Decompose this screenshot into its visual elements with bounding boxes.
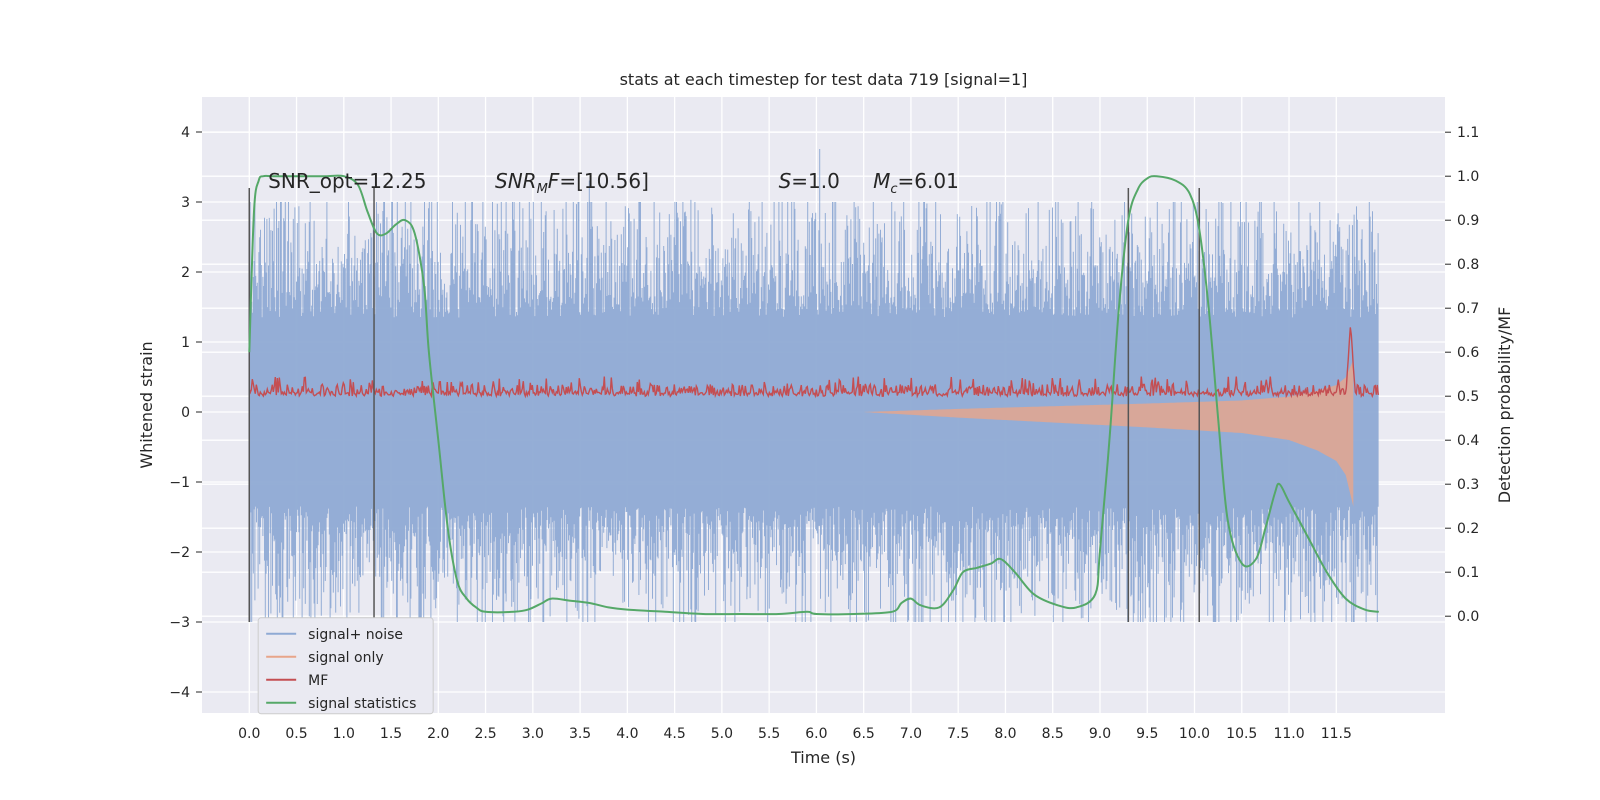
x-tick-label: 0.0	[238, 726, 260, 742]
y-tick-label: −3	[169, 615, 190, 631]
y-tick-label: −4	[169, 685, 190, 701]
x-tick-label: 4.0	[616, 726, 638, 742]
x-tick-label: 2.0	[427, 726, 449, 742]
x-tick-label: 9.5	[1136, 726, 1158, 742]
y2-tick-label: 1.1	[1457, 125, 1479, 141]
y-tick-label: 0	[181, 405, 190, 421]
x-tick-label: 3.5	[569, 726, 591, 742]
x-axis-title: Time (s)	[790, 748, 856, 767]
x-tick-label: 11.5	[1321, 726, 1352, 742]
x-tick-label: 9.0	[1089, 726, 1111, 742]
y-tick-label: −1	[169, 475, 190, 491]
annotation-s: S=1.0	[779, 169, 840, 193]
y-tick-label: 4	[181, 125, 190, 141]
annotation-snr-mf: SNRMF=[10.56]	[495, 169, 649, 197]
y2-tick-label: 0.1	[1457, 565, 1479, 581]
annotation-mc: Mc=6.01	[873, 169, 959, 197]
signal-only-trace	[863, 360, 1354, 507]
x-tick-label: 7.5	[947, 726, 969, 742]
x-tick-label: 7.0	[900, 726, 922, 742]
y2-tick-label: 0.5	[1457, 389, 1479, 405]
x-tick-label: 10.5	[1226, 726, 1257, 742]
series-signal-only	[863, 360, 1354, 507]
x-tick-label: 1.5	[380, 726, 402, 742]
annotation-snr-opt: SNR_opt=12.25	[268, 169, 426, 193]
y2-tick-label: 0.0	[1457, 609, 1479, 625]
x-tick-label: 5.5	[758, 726, 780, 742]
y2-tick-label: 1.0	[1457, 169, 1479, 185]
legend: signal+ noise signal only MF signal stat…	[257, 617, 434, 715]
x-tick-label: 8.0	[994, 726, 1016, 742]
series-mf	[248, 327, 1379, 399]
chart-title: stats at each timestep for test data 719…	[620, 70, 1028, 89]
x-tick-label: 4.5	[663, 726, 685, 742]
y2-tick-label: 0.7	[1457, 301, 1479, 317]
y-tick-label: 3	[181, 195, 190, 211]
x-tick-label: 8.5	[1042, 726, 1064, 742]
mf-trace	[248, 327, 1379, 399]
y2-tick-label: 0.9	[1457, 213, 1479, 229]
y2-tick-label: 0.4	[1457, 433, 1479, 449]
y-tick-label: −2	[169, 545, 190, 561]
legend-box	[257, 617, 434, 715]
x-tick-label: 11.0	[1273, 726, 1304, 742]
x-tick-label: 6.0	[805, 726, 827, 742]
legend-label-signal-only: signal only	[308, 650, 383, 666]
y2-tick-label: 0.3	[1457, 477, 1479, 493]
y-tick-label: 1	[181, 335, 190, 351]
y-axis-title: Whitened strain	[137, 341, 156, 468]
legend-label-mf: MF	[308, 673, 328, 689]
x-tick-label: 0.5	[285, 726, 307, 742]
y2-tick-label: 0.2	[1457, 521, 1479, 537]
x-tick-label: 3.0	[522, 726, 544, 742]
data-layer	[248, 149, 1379, 622]
x-tick-label: 6.5	[853, 726, 875, 742]
y2-tick-label: 0.6	[1457, 345, 1479, 361]
legend-label-signal-statistics: signal statistics	[308, 696, 416, 712]
x-tick-label: 2.5	[474, 726, 496, 742]
x-tick-label: 5.0	[711, 726, 733, 742]
y-tick-label: 2	[181, 265, 190, 281]
x-tick-label: 1.0	[333, 726, 355, 742]
x-tick-label: 10.0	[1179, 726, 1210, 742]
y2-tick-label: 0.8	[1457, 257, 1479, 273]
y2-axis-title: Detection probability/MF	[1495, 307, 1514, 504]
legend-label-signal-noise: signal+ noise	[308, 627, 403, 643]
signal-statistics-line	[248, 174, 1379, 616]
axes: 0.0 0.5 1.0 1.5 2.0 2.5 3.0 3.5 4.0 4.5 5.0 5.5 6.0 6…	[169, 125, 1479, 742]
